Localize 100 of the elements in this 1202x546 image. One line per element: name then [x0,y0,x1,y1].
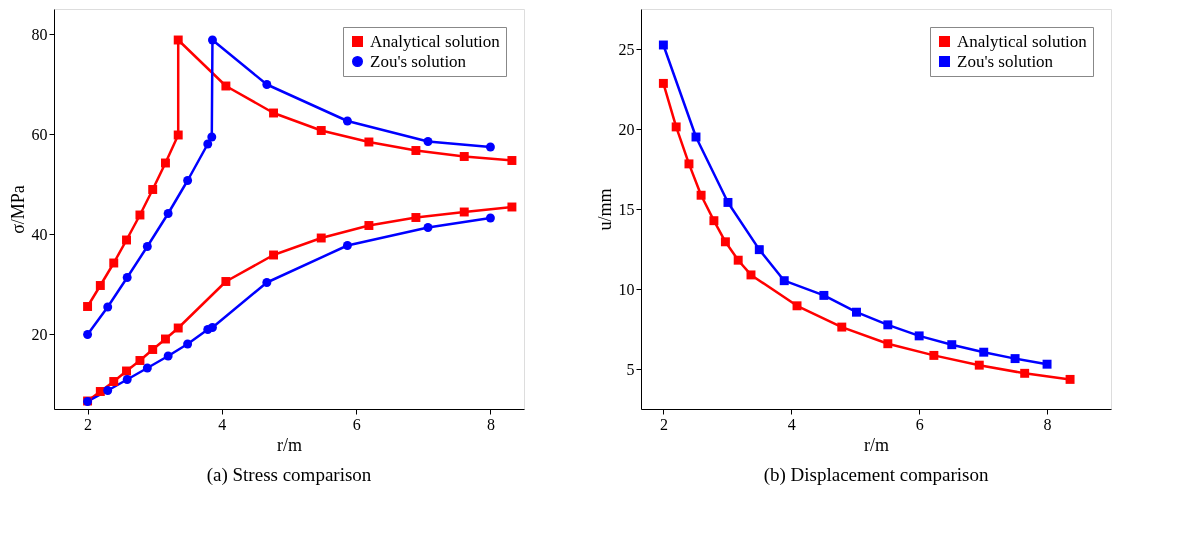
legend-label: Zou's solution [370,51,467,71]
y-tick-label: 60 [31,125,48,143]
point [183,176,193,185]
point [883,320,893,330]
point [207,132,217,142]
legend-label: Zou's solution [957,51,1054,71]
point [148,185,158,194]
x-tick-label: 4 [787,415,796,433]
y-tick-label: 20 [618,120,635,138]
point [83,330,93,339]
x-tick-label: 8 [486,415,495,433]
point [423,137,433,146]
point [507,202,517,212]
x-tick-label: 6 [352,415,361,433]
point [173,130,183,140]
point [696,190,706,200]
point [109,377,119,386]
point [207,323,217,332]
point [411,213,421,222]
point [262,278,272,287]
point [1065,374,1075,384]
point [135,210,145,220]
point [173,323,183,333]
point [342,116,352,126]
point [269,108,279,118]
point [316,233,326,243]
point [135,356,145,365]
point [122,375,132,384]
point [819,290,829,300]
point [779,276,789,286]
point [203,139,213,149]
legend-label: Analytical solution [957,31,1088,51]
y-tick-label: 10 [618,280,635,298]
point [720,237,730,247]
y-axis-title: σ/MPa [7,185,28,234]
point [221,277,231,286]
text: (a) Stress comparison [206,464,372,486]
point [929,350,939,360]
point [914,331,924,341]
point [262,80,272,89]
point [173,35,183,45]
point [507,156,517,165]
point [103,386,113,395]
y-tick-label: 5 [626,360,635,378]
x-tick-label: 8 [1043,415,1052,433]
point [883,339,893,349]
point [160,334,170,344]
point [221,81,231,91]
x-tick-label: 2 [84,415,93,433]
point [947,340,957,350]
point [459,152,469,161]
legend-label: Analytical solution [370,31,501,51]
point [163,351,173,361]
point [837,322,847,332]
point [459,207,469,217]
point [163,209,173,218]
point [411,146,421,155]
point [183,339,193,349]
point [148,345,158,354]
point [754,245,764,255]
point [746,270,756,280]
point [974,360,984,370]
point [1020,368,1030,378]
point [485,142,495,152]
point [142,363,152,373]
point [122,273,132,282]
x-tick-label: 6 [915,415,924,433]
point [1042,359,1052,369]
point [122,235,131,245]
point [684,159,694,169]
point [1010,354,1020,364]
point [733,255,743,265]
point [709,216,719,226]
x-axis-title: r/m [277,434,302,455]
point [792,301,802,311]
point [160,158,170,168]
y-tick-label: 40 [31,225,48,243]
x-tick-label: 2 [659,415,668,433]
point [142,242,152,251]
point [979,347,989,357]
x-axis-title: r/m [864,434,889,455]
point [423,223,433,232]
point [269,250,279,260]
point [671,122,681,132]
y-axis-title: u/mm [594,188,615,231]
point [83,302,93,311]
point [316,126,326,135]
x-tick-label: 4 [218,415,227,433]
point [207,35,217,45]
point [342,241,352,250]
y-tick-label: 20 [31,325,48,343]
point [723,197,733,207]
text: (b) Displacement comparison [763,464,989,486]
point [852,307,861,317]
point [658,78,668,88]
y-tick-label: 25 [618,40,635,58]
point [109,258,119,268]
point [103,302,113,312]
y-tick-label: 80 [31,25,48,43]
point [658,40,668,50]
